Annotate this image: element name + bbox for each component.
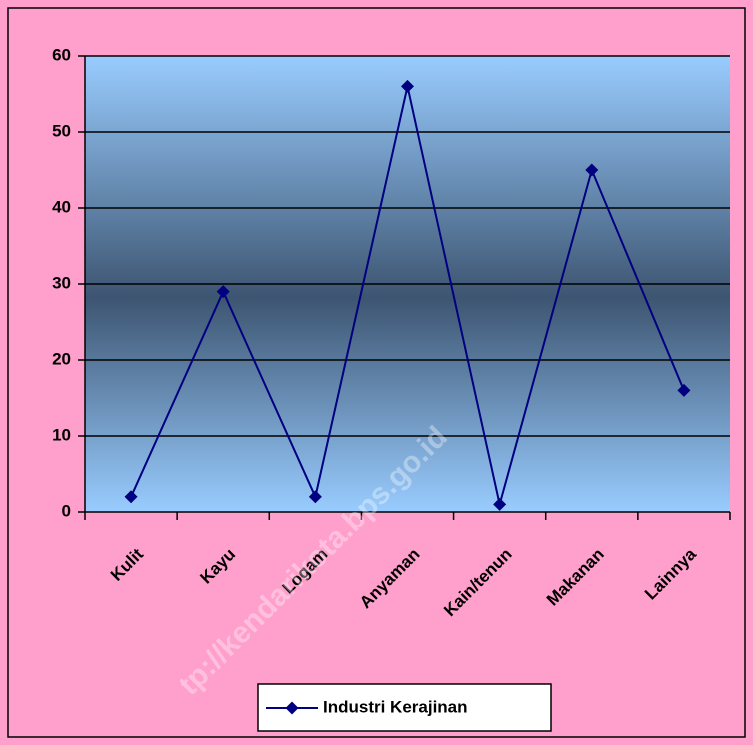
y-tick-label: 0: [62, 501, 71, 520]
y-tick-label: 50: [52, 121, 71, 140]
point-marker: [124, 490, 138, 504]
point-marker: [585, 163, 599, 177]
y-tick-label: 10: [52, 425, 71, 444]
legend-label: Industri Kerajinan: [323, 697, 468, 716]
y-tick-label: 20: [52, 349, 71, 368]
point-marker: [401, 79, 414, 93]
point-marker: [308, 490, 322, 504]
y-tick-label: 40: [52, 197, 71, 216]
point-marker: [677, 383, 691, 397]
y-tick-label: 30: [52, 273, 71, 292]
point-marker: [493, 497, 507, 511]
legend-marker: [285, 701, 299, 715]
y-tick-label: 60: [52, 45, 71, 64]
point-marker: [216, 285, 230, 299]
